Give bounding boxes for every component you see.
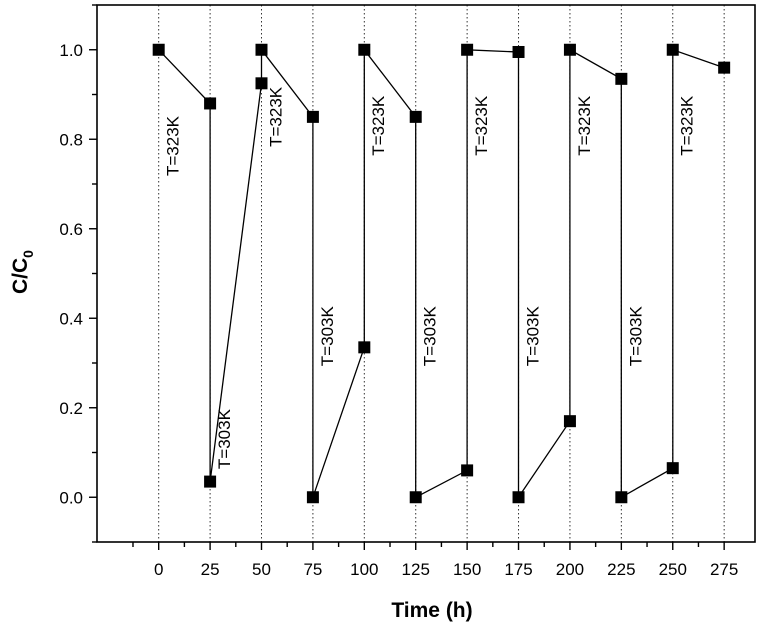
data-point — [666, 43, 679, 56]
x-tick-label: 150 — [453, 560, 481, 579]
x-tick-label: 75 — [303, 560, 322, 579]
data-point — [461, 464, 474, 477]
data-point — [204, 97, 217, 110]
annotations: T=323K T=303K T=323K T=303K T=323K T=303K T=32… — [164, 86, 697, 469]
data-point — [615, 72, 628, 85]
data-point — [563, 43, 576, 56]
data-point — [666, 462, 679, 475]
x-tick-label: 25 — [201, 560, 220, 579]
x-tick-label: 250 — [659, 560, 687, 579]
x-tick-label: 225 — [607, 560, 635, 579]
y-tick-label: 0.8 — [59, 130, 83, 149]
x-axis-title: Time (h) — [391, 599, 472, 622]
vertical-guide-lines — [158, 5, 725, 542]
data-series — [152, 43, 731, 504]
data-point — [563, 415, 576, 428]
temperature-annotation: T=323K — [164, 115, 183, 176]
y-axis-ticks: 0.0 0.2 0.4 0.6 0.8 1.0 — [59, 4, 97, 543]
temperature-annotation: T=303K — [318, 306, 337, 367]
y-tick-label: 0.2 — [59, 399, 83, 418]
data-point — [204, 475, 217, 488]
data-point — [255, 43, 268, 56]
series-line — [158, 47, 725, 500]
y-tick-label: 0.6 — [59, 220, 83, 239]
data-point — [718, 61, 731, 74]
y-tick-label: 1.0 — [59, 41, 83, 60]
y-axis-title-subscript: 0 — [20, 250, 36, 258]
x-tick-label: 100 — [350, 560, 378, 579]
data-point — [152, 43, 165, 56]
x-tick-label: 50 — [252, 560, 271, 579]
temperature-annotation: T=303K — [421, 306, 440, 367]
x-axis-ticks: 0 25 50 75 100 125 150 175 200 225 250 275 — [132, 542, 738, 579]
data-point — [306, 491, 319, 504]
temperature-annotation: T=303K — [215, 408, 234, 469]
data-point — [409, 491, 422, 504]
x-tick-label: 275 — [710, 560, 738, 579]
x-tick-label: 125 — [402, 560, 430, 579]
y-tick-label: 0.0 — [59, 488, 83, 507]
temperature-annotation: T=303K — [523, 306, 542, 367]
temperature-annotation: T=323K — [266, 86, 285, 147]
y-axis-title-main: C/C — [9, 258, 32, 294]
data-point — [512, 491, 525, 504]
temperature-annotation: T=303K — [626, 306, 645, 367]
data-point — [306, 110, 319, 123]
data-point — [409, 110, 422, 123]
temperature-annotation: T=323K — [369, 95, 388, 156]
data-point — [461, 43, 474, 56]
temperature-annotation: T=323K — [472, 95, 491, 156]
x-tick-label: 200 — [556, 560, 584, 579]
x-tick-label: 0 — [154, 560, 163, 579]
temperature-annotation: T=323K — [678, 95, 697, 156]
data-point — [512, 45, 525, 58]
data-point — [255, 77, 268, 90]
x-tick-label: 175 — [504, 560, 532, 579]
y-tick-label: 0.4 — [59, 309, 83, 328]
data-point — [358, 341, 371, 354]
data-point — [615, 491, 628, 504]
temperature-annotation: T=323K — [575, 95, 594, 156]
y-axis-title: C/C0 — [9, 250, 36, 294]
data-point — [358, 43, 371, 56]
plot-frame — [96, 4, 756, 543]
